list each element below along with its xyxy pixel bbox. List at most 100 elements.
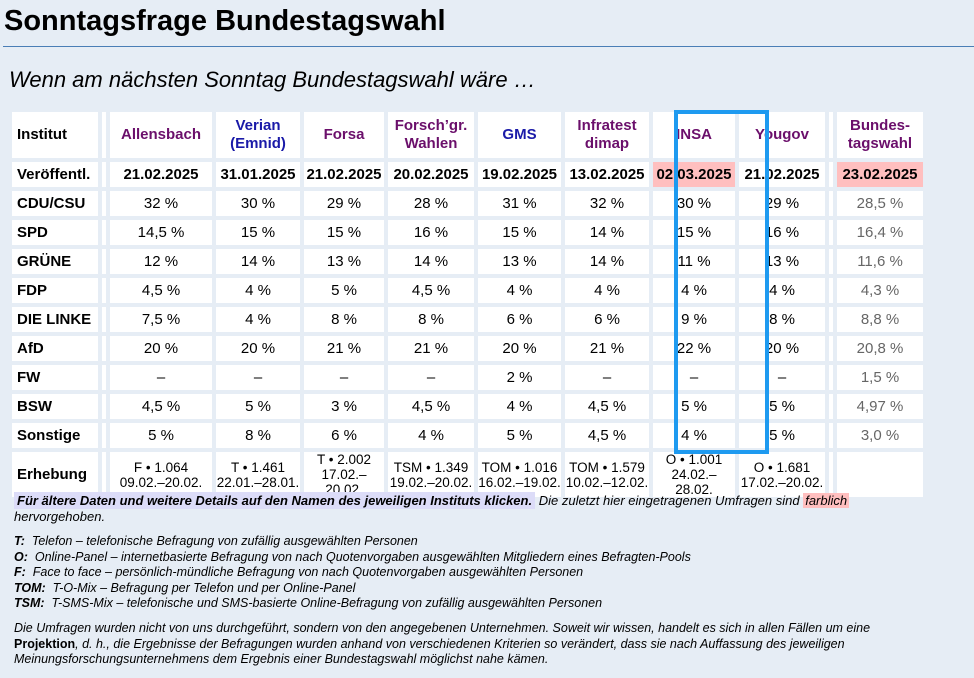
poll-value: 6 % [565, 307, 649, 332]
institute-link-gms[interactable]: GMS [502, 126, 537, 143]
poll-value: 5 % [739, 394, 825, 419]
column-spacer [829, 162, 833, 187]
poll-value: 4 % [216, 307, 300, 332]
institute-header[interactable]: Yougov [739, 112, 825, 158]
party-row: AfD 20 % 20 % 21 % 21 % 20 % 21 % 22 % 20 % 20,8 … [12, 336, 923, 361]
survey-method: O • 1.681 [753, 459, 811, 475]
survey-method: TOM • 1.579 [569, 459, 645, 475]
institute-header[interactable]: Forsa [304, 112, 384, 158]
election-result: 1,5 % [837, 365, 923, 390]
poll-value: 14 % [388, 249, 474, 274]
institute-name-line: Wahlen [404, 135, 458, 152]
institute-name-line: Infratest [577, 117, 637, 134]
published-row: Veröffentl. 21.02.2025 31.01.2025 21.02.202… [12, 162, 923, 187]
institute-header[interactable]: INSA [653, 112, 735, 158]
institute-link-allensbach[interactable]: Allensbach [120, 126, 202, 143]
poll-value: 2 % [478, 365, 561, 390]
institute-header[interactable]: Forsch’gr. Wahlen [388, 112, 474, 158]
party-name: CDU/CSU [12, 191, 98, 216]
poll-value: 13 % [478, 249, 561, 274]
institute-name-line: dimap [584, 135, 630, 152]
published-date: 21.02.2025 [304, 162, 384, 187]
column-spacer [102, 112, 106, 158]
survey-info: T • 2.002 17.02.–20.02. [304, 452, 384, 497]
poll-value: 20 % [478, 336, 561, 361]
institute-link-yougov[interactable]: Yougov [755, 126, 809, 143]
institute-link-insa[interactable]: INSA [676, 126, 712, 143]
institute-link-forsa[interactable]: Forsa [323, 126, 365, 143]
election-name-line: Bundes- [850, 117, 910, 134]
column-spacer [102, 249, 106, 274]
poll-value: 4 % [739, 278, 825, 303]
column-spacer [829, 112, 833, 158]
poll-value: 8 % [304, 307, 384, 332]
poll-value: 4,5 % [565, 423, 649, 448]
poll-value: 12 % [110, 249, 212, 274]
survey-period: 22.01.–28.01. [216, 474, 300, 490]
legend-item: TSM: T-SMS-Mix – telefonische und SMS-ba… [14, 596, 691, 612]
disclaimer-bold: Projektion [14, 636, 76, 651]
poll-value: 30 % [216, 191, 300, 216]
institute-link-verian-emnid[interactable]: Verian (Emnid) [230, 117, 286, 152]
party-row: FDP 4,5 % 4 % 5 % 4,5 % 4 % 4 % 4 % 4 % 4,3 % [12, 278, 923, 303]
party-row: FW – – – –2 % – – –1,5 % [12, 365, 923, 390]
column-spacer [829, 249, 833, 274]
institute-link-forsch-gr-wahlen[interactable]: Forsch’gr. Wahlen [395, 117, 468, 152]
poll-value: 4 % [565, 278, 649, 303]
survey-period: 19.02.–20.02. [389, 474, 473, 490]
method-legend: T: Telefon – telefonische Befragung von … [14, 534, 691, 612]
poll-value: 6 % [304, 423, 384, 448]
poll-value: 4,5 % [565, 394, 649, 419]
poll-value: 21 % [388, 336, 474, 361]
party-name: AfD [12, 336, 98, 361]
poll-value: 9 % [653, 307, 735, 332]
poll-value: 31 % [478, 191, 561, 216]
poll-value: – [216, 365, 300, 390]
poll-value: 20 % [216, 336, 300, 361]
column-spacer [829, 278, 833, 303]
poll-value: 8 % [388, 307, 474, 332]
link-hint: Für ältere Daten und weitere Details auf… [14, 492, 536, 509]
note-text-end: hervorgehoben. [14, 509, 106, 524]
poll-value: 14 % [565, 249, 649, 274]
institute-header[interactable]: Verian (Emnid) [216, 112, 300, 158]
poll-value: 32 % [565, 191, 649, 216]
legend-code: TSM: [14, 596, 45, 610]
party-row: BSW 4,5 % 5 % 3 % 4,5 % 4 % 4,5 % 5 % 5 % 4,97 % [12, 394, 923, 419]
poll-value: 20 % [110, 336, 212, 361]
poll-value: 16 % [739, 220, 825, 245]
column-spacer [829, 336, 833, 361]
survey-method: TOM • 1.016 [481, 459, 558, 475]
published-date: 21.02.2025 [739, 162, 825, 187]
poll-value: 4 % [653, 423, 735, 448]
institute-header[interactable]: GMS [478, 112, 561, 158]
poll-value: 8 % [739, 307, 825, 332]
row-header-survey: Erhebung [12, 452, 98, 497]
page-subtitle: Wenn am nächsten Sonntag Bundestagswahl … [9, 67, 536, 92]
election-header[interactable]: Bundes-tagswahl [837, 112, 923, 158]
published-date: 31.01.2025 [216, 162, 300, 187]
survey-row: Erhebung F • 1.064 09.02.–20.02. T • 1.461 2… [12, 452, 923, 497]
legend-text: T-O-Mix – Befragung per Telefon und per … [52, 580, 356, 595]
published-date: 02.03.2025 [653, 162, 735, 187]
legend-code: TOM: [14, 580, 46, 595]
published-date: 21.02.2025 [110, 162, 212, 187]
election-link[interactable]: Bundes-tagswahl [848, 117, 912, 152]
poll-value: 14,5 % [110, 220, 212, 245]
survey-period: 24.02.–28.02. [671, 467, 717, 497]
header-row: Institut Allensbach Verian (Emnid) Forsa Fors… [12, 112, 923, 158]
institute-header[interactable]: Allensbach [110, 112, 212, 158]
poll-value: 29 % [304, 191, 384, 216]
poll-value: 28 % [388, 191, 474, 216]
institute-link-infratest-dimap[interactable]: Infratest dimap [577, 117, 636, 152]
poll-value: 7,5 % [110, 307, 212, 332]
legend-item: TOM: T-O-Mix – Befragung per Telefon und… [14, 581, 691, 597]
legend-item: F: Face to face – persönlich-mündliche B… [14, 565, 691, 581]
legend-text: T-SMS-Mix – telefonische und SMS-basiert… [51, 596, 603, 610]
poll-value: 15 % [216, 220, 300, 245]
survey-info: F • 1.064 09.02.–20.02. [110, 452, 212, 497]
poll-value: 5 % [110, 423, 212, 448]
institute-header[interactable]: Infratest dimap [565, 112, 649, 158]
poll-value: 13 % [739, 249, 825, 274]
survey-info: TOM • 1.016 16.02.–19.02. [478, 452, 561, 497]
